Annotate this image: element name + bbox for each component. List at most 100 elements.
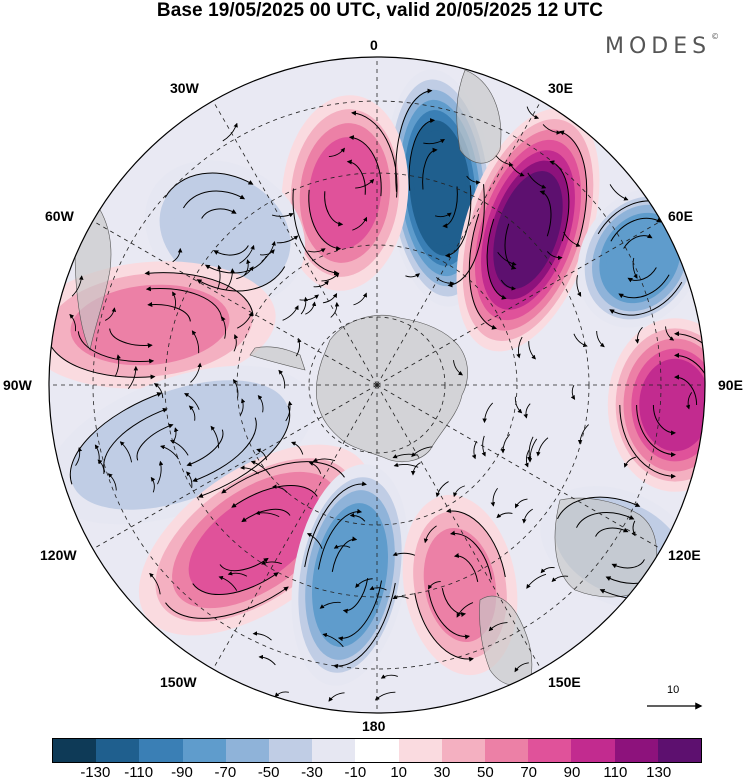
map-title: Base 19/05/2025 00 UTC, valid 20/05/2025… — [156, 0, 604, 21]
streamline — [201, 208, 237, 219]
flow-arrow — [333, 544, 351, 549]
land-mass — [456, 69, 502, 164]
flow-arrow — [149, 572, 161, 595]
colorbar — [52, 738, 702, 763]
flow-arrow — [278, 369, 286, 389]
flow-arrow — [482, 402, 494, 424]
streamline — [186, 429, 224, 467]
anomaly-blob — [607, 318, 705, 492]
streamline — [192, 417, 257, 483]
meridian-line — [212, 100, 378, 386]
streamline — [192, 572, 279, 596]
flow-arrow — [563, 231, 581, 247]
flow-arrow — [546, 251, 563, 261]
flow-arrow — [322, 632, 344, 648]
modes-logo: MODES© — [605, 32, 719, 59]
streamline — [610, 217, 662, 242]
flow-arrow — [526, 436, 534, 462]
flow-arrow — [186, 471, 193, 489]
streamline — [427, 590, 471, 640]
streamline — [145, 286, 223, 319]
flow-arrow — [355, 578, 373, 588]
colorbar-cell — [614, 739, 658, 762]
streamline — [549, 160, 570, 242]
flow-arrow — [218, 575, 238, 591]
flow-arrow — [497, 252, 517, 266]
flow-arrow — [299, 294, 320, 301]
flow-arrow — [308, 461, 322, 474]
streamline — [557, 496, 641, 520]
streamline — [164, 172, 254, 198]
flow-arrow — [665, 326, 675, 341]
flow-arrow — [282, 305, 299, 321]
flow-arrow — [490, 487, 498, 507]
flow-arrow — [453, 485, 465, 498]
flow-arrow — [576, 275, 582, 297]
streamline — [69, 392, 163, 485]
streamline — [197, 405, 291, 498]
flow-arrow — [353, 292, 367, 306]
flow-arrow — [405, 273, 420, 278]
flow-arrow — [239, 244, 255, 264]
colorbar-tick-label: 30 — [433, 764, 451, 781]
streamline — [595, 527, 629, 537]
flow-arrow — [515, 498, 528, 509]
flow-arrow — [71, 275, 84, 297]
flow-arrow — [526, 106, 540, 120]
flow-arrow — [328, 692, 345, 702]
colorbar-cell — [398, 739, 442, 762]
streamline — [619, 404, 676, 479]
flow-arrow — [435, 481, 449, 498]
flow-arrow — [514, 396, 523, 414]
flow-arrow — [153, 383, 164, 398]
flow-arrow — [97, 459, 105, 474]
streamline — [627, 267, 657, 283]
flow-arrow — [157, 460, 164, 485]
flow-arrow — [227, 571, 248, 577]
flow-arrow — [596, 331, 605, 348]
streamline — [444, 185, 472, 258]
flow-arrow — [355, 178, 375, 189]
flow-arrow — [328, 147, 345, 158]
flow-arrow — [488, 622, 508, 632]
streamline — [446, 508, 506, 578]
colorbar-tick-label: -30 — [301, 764, 323, 781]
streamline — [317, 508, 363, 570]
flow-arrow — [609, 184, 629, 201]
flow-arrow — [436, 277, 455, 286]
flow-arrow — [240, 465, 259, 475]
flow-arrow — [313, 280, 329, 288]
colorbar-tick-label: 70 — [520, 764, 537, 781]
flow-arrow — [623, 456, 637, 468]
flow-arrow — [542, 124, 562, 135]
flow-arrow — [321, 272, 340, 282]
streamline — [196, 266, 286, 292]
flow-arrow — [221, 316, 226, 339]
streamline — [103, 407, 168, 473]
label-0: 0 — [370, 37, 378, 53]
colorbar-tick-label: 90 — [563, 764, 581, 781]
streamline — [182, 190, 246, 209]
meridian-line — [376, 384, 662, 550]
flow-arrow — [523, 403, 531, 419]
flow-arrow — [536, 437, 549, 457]
streamline — [652, 404, 676, 436]
streamline — [408, 118, 436, 191]
streamline — [618, 274, 670, 299]
streamline — [504, 223, 517, 270]
streamline — [453, 553, 479, 582]
colorbar-tick-label: -130 — [80, 764, 111, 781]
label-30W: 30W — [170, 80, 199, 96]
colorbar-tick-label: -50 — [257, 764, 280, 781]
colorbar-cell — [355, 739, 399, 762]
flow-arrow — [172, 247, 183, 263]
streamline — [213, 245, 249, 256]
streamline — [449, 530, 493, 580]
flow-arrow — [188, 405, 196, 421]
flow-arrow — [291, 441, 304, 455]
colorbar-tick-label: -10 — [344, 764, 367, 781]
flow-arrow — [272, 484, 288, 494]
meridian-line — [376, 384, 542, 670]
meridian-line — [212, 384, 378, 670]
flow-arrow — [540, 567, 555, 574]
